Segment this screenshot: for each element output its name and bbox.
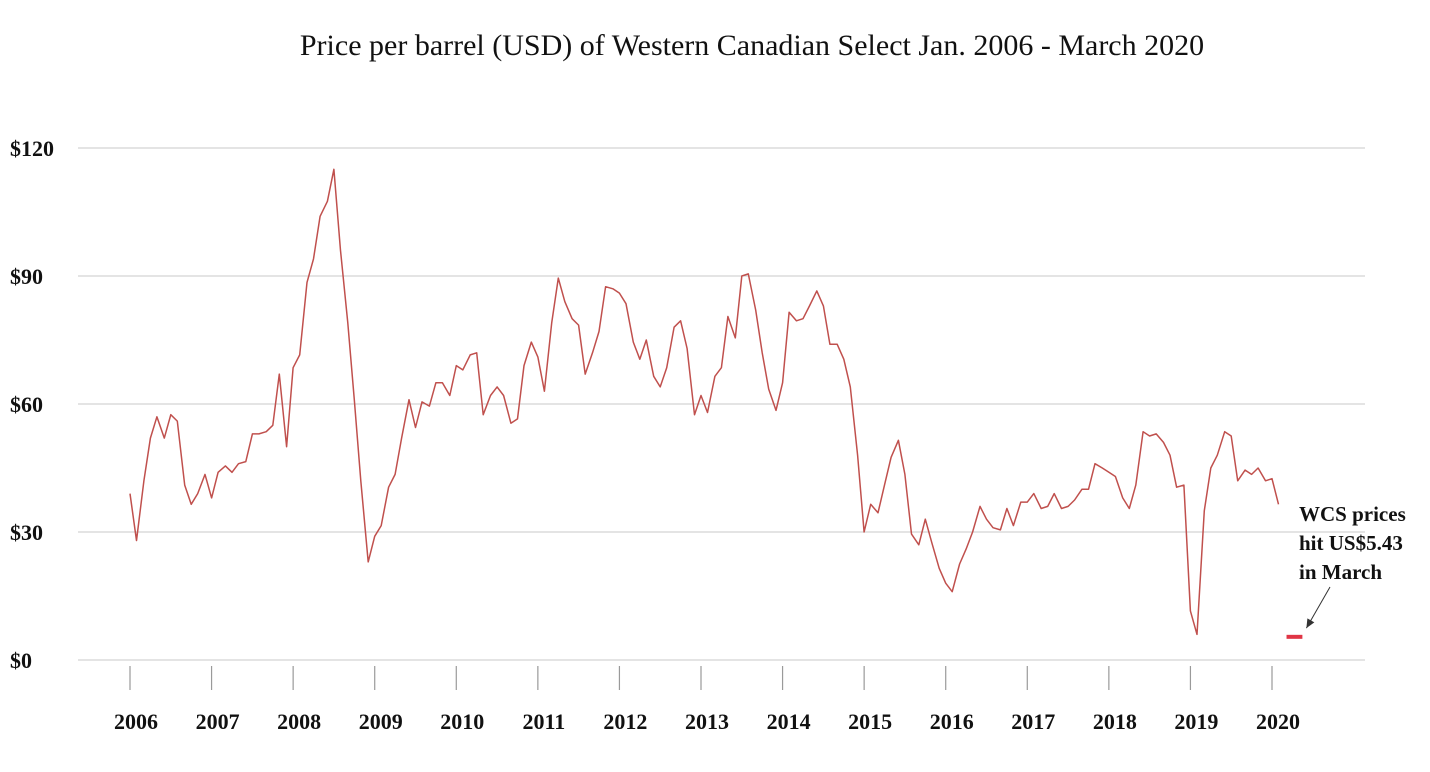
x-axis-labels: 2006 2007 2008 2009 2010 2011 2012 2013 2014 2015… [114, 666, 1300, 734]
annotation-layer: WCS prices hit US$5.43 in March [1299, 502, 1406, 629]
chart-title: Price per barrel (USD) of Western Canadi… [300, 29, 1204, 62]
annotation-line: in March [1299, 560, 1382, 584]
grid-lines [78, 147, 1365, 661]
x-tick-label: 2017 [1011, 709, 1055, 734]
y-tick-label: $90 [10, 264, 43, 289]
x-tick-label: 2020 [1256, 709, 1300, 734]
y-tick-label: $120 [10, 136, 54, 161]
x-tick-label: 2008 [277, 709, 321, 734]
annotation-line: WCS prices [1299, 502, 1406, 526]
x-tick-label: 2012 [603, 709, 647, 734]
y-axis-labels: $0 $30 $60 $90 $120 [10, 136, 54, 673]
x-tick-label: 2006 [114, 709, 158, 734]
y-tick-label: $0 [10, 648, 32, 673]
x-tick-label: 2013 [685, 709, 729, 734]
series-line [129, 168, 1280, 636]
x-tick-label: 2014 [767, 709, 811, 734]
x-tick-label: 2019 [1174, 709, 1218, 734]
series-layer [129, 168, 1303, 639]
x-tick-label: 2010 [440, 709, 484, 734]
x-tick-label: 2009 [359, 709, 403, 734]
x-tick-label: 2011 [522, 709, 565, 734]
y-tick-label: $30 [10, 520, 43, 545]
x-tick-label: 2007 [196, 709, 240, 734]
annotation-line: hit US$5.43 [1299, 531, 1403, 555]
annotation-arrowhead [1306, 618, 1315, 629]
y-tick-label: $60 [10, 392, 43, 417]
x-tick-label: 2015 [848, 709, 892, 734]
x-tick-label: 2016 [930, 709, 974, 734]
x-tick-label: 2018 [1093, 709, 1137, 734]
